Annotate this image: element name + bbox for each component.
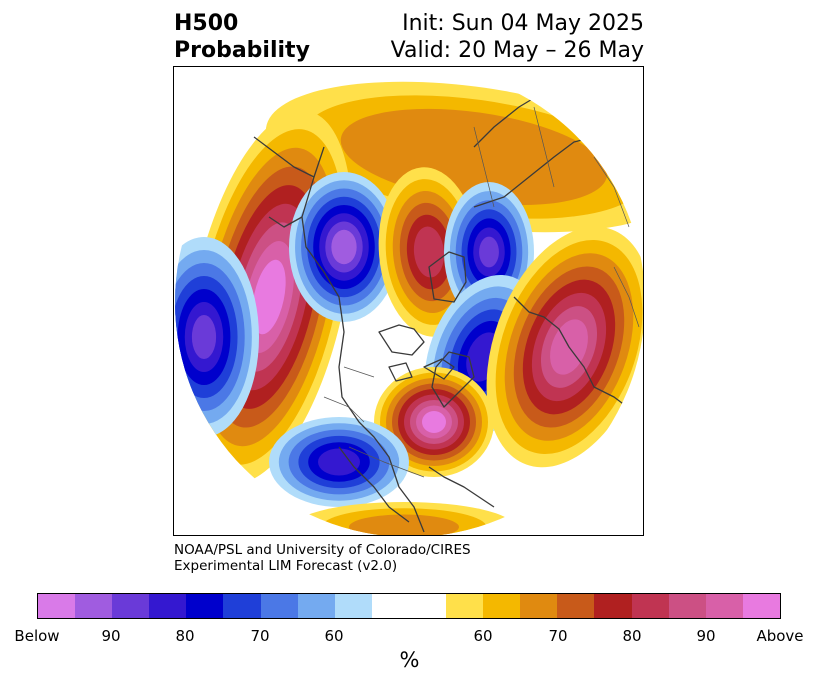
colorbar-swatch bbox=[297, 594, 335, 618]
colorbar-tick-label: 60 bbox=[324, 627, 344, 645]
colorbar-swatch bbox=[371, 594, 409, 618]
data-credit: NOAA/PSL and University of Colorado/CIRE… bbox=[174, 542, 471, 574]
colorbar-tick-label: 90 bbox=[696, 627, 716, 645]
arctic-islands bbox=[378, 324, 455, 382]
title-variable: H500 bbox=[174, 11, 239, 36]
colorbar-tick-label: 70 bbox=[250, 627, 270, 645]
valid-period: Valid: 20 May – 26 May bbox=[390, 38, 644, 63]
colorbar-swatch bbox=[557, 594, 595, 618]
hudson-bay bbox=[431, 351, 475, 408]
colorbar-swatch bbox=[668, 594, 706, 618]
colorbar-unit: % bbox=[399, 648, 420, 672]
credit-line-2: Experimental LIM Forecast (v2.0) bbox=[174, 558, 398, 574]
colorbar-swatch bbox=[446, 594, 484, 618]
colorbar-ticks: Below 90 80 70 60 60 70 80 90 Above bbox=[0, 627, 819, 647]
map-title: H500 Probability bbox=[174, 10, 310, 64]
colorbar-swatch bbox=[520, 594, 558, 618]
forecast-dates: Init: Sun 04 May 2025 Valid: 20 May – 26… bbox=[391, 10, 644, 64]
init-date: Init: Sun 04 May 2025 bbox=[402, 11, 644, 36]
colorbar-swatch bbox=[186, 594, 224, 618]
credit-line-1: NOAA/PSL and University of Colorado/CIRE… bbox=[174, 542, 471, 558]
colorbar-tick-label: Below bbox=[14, 627, 60, 645]
warm-ridge-south bbox=[374, 367, 494, 477]
probability-colorbar bbox=[37, 593, 781, 619]
colorbar-swatch bbox=[260, 594, 298, 618]
europe-coast bbox=[513, 296, 635, 413]
colorbar-swatch bbox=[742, 594, 780, 618]
colorbar-swatch bbox=[223, 594, 261, 618]
colorbar-swatch bbox=[631, 594, 669, 618]
colorbar-tick-label: 80 bbox=[622, 627, 642, 645]
colorbar-swatch bbox=[705, 594, 743, 618]
title-quantity: Probability bbox=[174, 38, 310, 63]
colorbar-tick-label: Above bbox=[756, 627, 804, 645]
colorbar-tick-label: 80 bbox=[175, 627, 195, 645]
map-canvas bbox=[175, 67, 643, 535]
colorbar-swatch bbox=[38, 594, 76, 618]
colorbar-tick-label: 60 bbox=[473, 627, 493, 645]
colorbar-swatch bbox=[75, 594, 113, 618]
us-gulf bbox=[338, 446, 495, 523]
colorbar-swatch bbox=[594, 594, 632, 618]
greenland bbox=[428, 251, 467, 303]
colorbar-tick-label: 70 bbox=[548, 627, 568, 645]
colorbar-swatch bbox=[483, 594, 521, 618]
colorbar-swatch bbox=[149, 594, 187, 618]
cold-trough-southwest bbox=[269, 417, 409, 507]
colorbar-swatch bbox=[334, 594, 372, 618]
colorbar-swatch bbox=[112, 594, 150, 618]
colorbar-swatch bbox=[408, 594, 447, 618]
warm-fringe-south bbox=[294, 502, 514, 535]
colorbar-tick-label: 90 bbox=[101, 627, 121, 645]
north-america-coast bbox=[301, 146, 425, 533]
cold-low-northwest bbox=[289, 172, 399, 322]
polar-map bbox=[173, 66, 644, 536]
alaska-coast bbox=[253, 136, 315, 228]
